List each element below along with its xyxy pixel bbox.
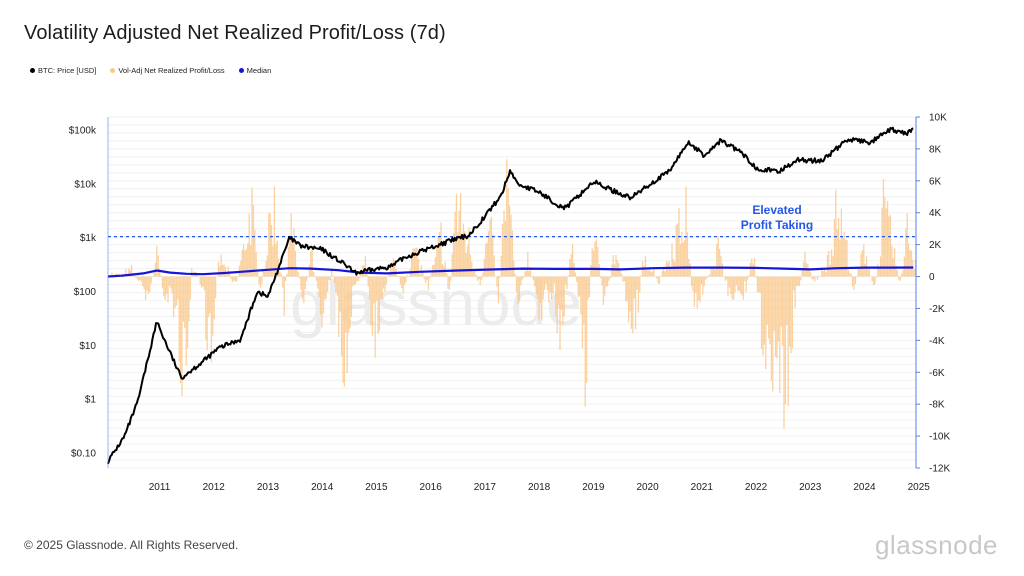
brand-logo: glassnode (874, 530, 998, 560)
median-line (107, 266, 914, 278)
x-tick-label: 2025 (908, 482, 931, 493)
x-tick-label: 2012 (203, 482, 226, 493)
axes: 10K 8K 6K 4K 2K 0 -2K -4K -6K -8K -10K -12K $100k $10… (69, 113, 951, 494)
x-tick-label: 2014 (311, 482, 334, 493)
x-tick-label: 2021 (691, 482, 714, 493)
line-series (107, 126, 914, 465)
x-tick-label: 2024 (853, 482, 876, 493)
legend-label-median: Median (246, 66, 272, 75)
x-tick-label: 2023 (799, 482, 822, 493)
left-tick-label: $1k (80, 233, 97, 244)
right-tick-label: -4K (929, 336, 945, 347)
x-tick-label: 2018 (528, 482, 551, 493)
x-tick-label: 2016 (420, 482, 443, 493)
right-tick-label: -6K (929, 368, 945, 379)
x-tick-label: 2013 (257, 482, 280, 493)
x-tick-label: 2015 (365, 482, 388, 493)
legend-label-price: BTC: Price [USD] (38, 66, 97, 75)
legend-dot-price (30, 68, 35, 73)
right-tick-label: 10K (929, 113, 947, 124)
right-tick-label: -8K (929, 400, 945, 411)
annotation-line1: Elevated (752, 203, 801, 217)
x-tick-label: 2011 (149, 482, 171, 493)
x-tick-label: 2019 (582, 482, 605, 493)
legend-item-pnl[interactable]: Vol-Adj Net Realized Profit/Loss (110, 66, 225, 75)
left-tick-label: $0.10 (71, 449, 96, 460)
annotation: Elevated Profit Taking (741, 203, 813, 232)
chart-title: Volatility Adjusted Net Realized Profit/… (24, 22, 446, 44)
chart-legend: BTC: Price [USD] Vol-Adj Net Realized Pr… (30, 66, 271, 75)
legend-dot-pnl (110, 68, 116, 73)
left-tick-label: $100 (74, 287, 97, 298)
right-tick-label: 4K (929, 208, 942, 219)
right-tick-label: -2K (929, 304, 945, 315)
left-tick-label: $1 (85, 395, 97, 406)
annotation-line2: Profit Taking (741, 218, 813, 232)
right-tick-label: 0 (929, 272, 935, 283)
right-tick-label: -12K (929, 464, 950, 475)
left-tick-label: $10 (79, 341, 96, 352)
x-tick-label: 2022 (745, 482, 768, 493)
x-tick-label: 2017 (474, 482, 497, 493)
legend-item-price[interactable]: BTC: Price [USD] (30, 66, 96, 75)
btc-price-line (107, 126, 914, 465)
legend-item-median[interactable]: Median (238, 66, 272, 75)
right-tick-label: 8K (929, 144, 942, 155)
x-tick-label: 2020 (636, 482, 659, 493)
legend-dot-median (238, 68, 244, 73)
left-tick-label: $10k (74, 179, 97, 190)
right-tick-label: 2K (929, 240, 942, 251)
legend-label-pnl: Vol-Adj Net Realized Profit/Loss (118, 66, 225, 75)
right-tick-label: -10K (929, 432, 950, 443)
copyright-footer: © 2025 Glassnode. All Rights Reserved. (24, 538, 239, 552)
left-tick-label: $100k (69, 126, 97, 137)
right-tick-label: 6K (929, 176, 942, 187)
